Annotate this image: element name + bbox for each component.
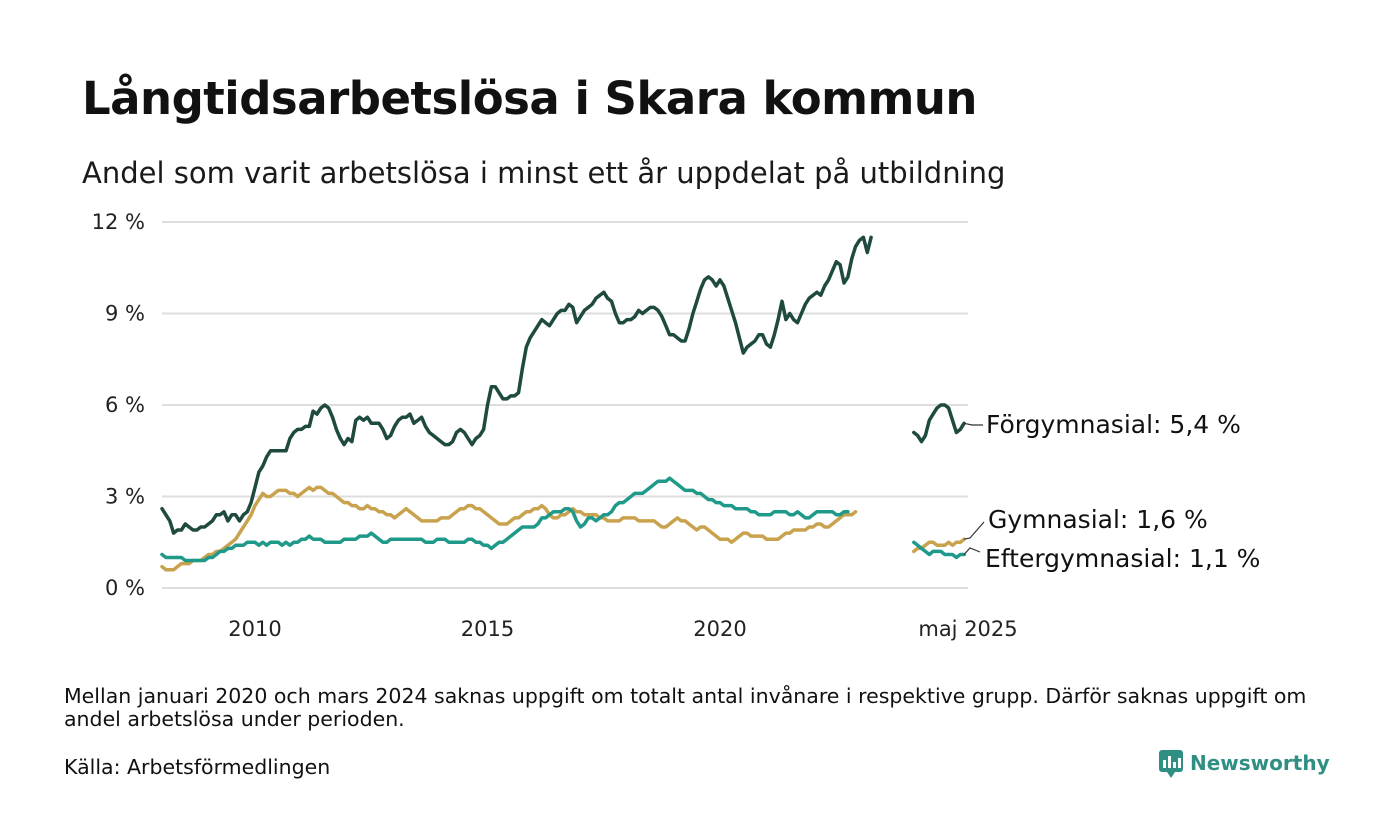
x-tick-label: 2020 [693,617,746,641]
newsworthy-logo-icon [1159,750,1183,778]
brand-name: Newsworthy [1190,751,1330,775]
footnote: Mellan januari 2020 och mars 2024 saknas… [64,684,1307,731]
y-tick-label: 3 % [105,485,145,509]
line-chart: 0 % 3 % 6 % 9 % 12 % 2010 2015 2020 maj 2025 Fö… [92,210,1261,641]
series-label: Eftergymnasial: 1,1 % [985,544,1260,573]
label-leader-line [963,521,985,540]
y-axis-tick-labels: 0 % 3 % 6 % 9 % 12 % [92,210,145,600]
series-line [160,485,858,572]
series-line [912,403,966,444]
series-label: Förgymnasial: 5,4 % [986,410,1241,439]
series-line [160,235,873,535]
x-tick-label: 2015 [461,617,514,641]
x-tick-label: maj 2025 [918,617,1017,641]
series-line [160,476,850,563]
brand-logo: Newsworthy [1158,748,1330,778]
series-label: Gymnasial: 1,6 % [988,505,1208,534]
chart-title: Långtidsarbetslösa i Skara kommun [82,72,977,125]
series-labels: Förgymnasial: 5,4 % Gymnasial: 1,6 % Efter… [963,410,1260,573]
label-leader-line [963,547,981,555]
y-tick-label: 12 % [92,210,145,234]
series-lines [160,235,966,572]
series-line [912,540,966,560]
chart-subtitle: Andel som varit arbetslösa i minst ett å… [82,156,1006,190]
y-tick-label: 6 % [105,393,145,417]
source-text: Källa: Arbetsförmedlingen [64,755,331,779]
y-tick-label: 0 % [105,576,145,600]
x-tick-label: 2010 [228,617,281,641]
label-leader-line [963,422,983,426]
grid-lines [162,221,968,589]
y-tick-label: 9 % [105,302,145,326]
x-axis-tick-labels: 2010 2015 2020 maj 2025 [228,617,1017,641]
